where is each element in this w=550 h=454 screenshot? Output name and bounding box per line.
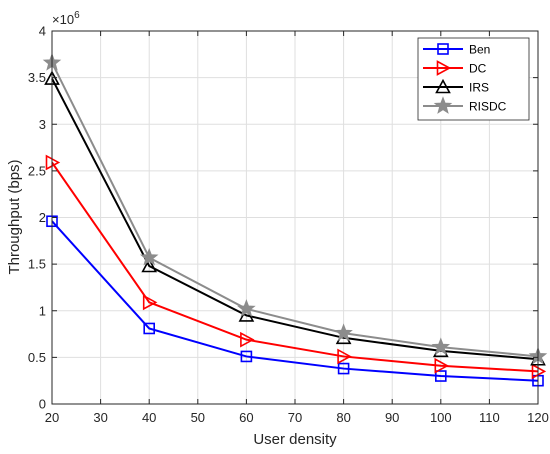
x-tick-label: 20	[45, 410, 59, 425]
legend-marker	[435, 78, 451, 94]
data-point-risdc	[431, 337, 451, 356]
y-tick-label: 1.5	[28, 257, 46, 272]
x-tick-label: 30	[93, 410, 107, 425]
x-tick-label: 90	[385, 410, 399, 425]
y-tick-label: 3.5	[28, 70, 46, 85]
data-point-dc	[240, 331, 255, 348]
data-point-dc	[434, 357, 449, 374]
series-line-irs	[51, 78, 539, 361]
legend-item-risdc: RISDC	[423, 96, 507, 114]
y-tick-label: 4	[39, 24, 46, 39]
y-axis-exponent: ×106	[52, 10, 80, 27]
x-tick-label: 120	[527, 410, 549, 425]
legend-item-ben: Ben	[423, 43, 490, 57]
x-tick-label: 40	[142, 410, 156, 425]
legend-item-irs: IRS	[423, 78, 489, 95]
data-point-ben	[434, 370, 447, 382]
x-tick-label: 70	[288, 410, 302, 425]
legend: Ben DC IRS RISDC	[417, 37, 530, 121]
y-tick-label: 0	[39, 397, 46, 412]
legend-label: DC	[469, 62, 487, 76]
legend-marker	[433, 96, 453, 114]
legend-marker	[437, 43, 449, 55]
series-ben	[46, 215, 544, 387]
y-axis-label: Throughput (bps)	[6, 159, 23, 274]
legend-marker	[436, 60, 452, 76]
data-point-irs	[141, 257, 158, 273]
legend-label: IRS	[469, 81, 489, 95]
x-tick-label: 100	[430, 410, 452, 425]
x-axis-label: User density	[253, 431, 337, 448]
data-point-ben	[240, 350, 253, 363]
x-axis-ticks: 20 30 40 50 60 70 80 90 100 110 120	[45, 31, 549, 425]
legend-label: Ben	[469, 43, 490, 57]
y-tick-label: 1	[39, 303, 46, 318]
series-line-risdc	[51, 62, 539, 358]
legend-label: RISDC	[469, 100, 507, 114]
data-point-risdc	[237, 299, 256, 317]
data-point-ben	[337, 362, 350, 375]
x-tick-label: 110	[479, 410, 500, 425]
data-point-risdc	[139, 247, 159, 266]
y-tick-label: 2.5	[28, 163, 46, 178]
series-line-dc	[51, 161, 539, 373]
data-point-dc	[337, 348, 352, 365]
y-tick-label: 0.5	[28, 350, 46, 365]
x-tick-label: 50	[191, 410, 205, 425]
data-point-dc	[142, 294, 158, 311]
y-tick-label: 3	[39, 117, 46, 132]
y-axis-ticks: 0 0.5 1 1.5 2 2.5 3 3.5 4	[28, 24, 538, 412]
y-tick-label: 2	[39, 210, 46, 225]
x-tick-label: 60	[239, 410, 253, 425]
data-point-ben	[143, 322, 155, 335]
data-point-risdc	[334, 323, 353, 342]
series-line-ben	[51, 220, 539, 382]
x-tick-label: 80	[336, 410, 350, 425]
legend-item-dc: DC	[423, 60, 487, 76]
